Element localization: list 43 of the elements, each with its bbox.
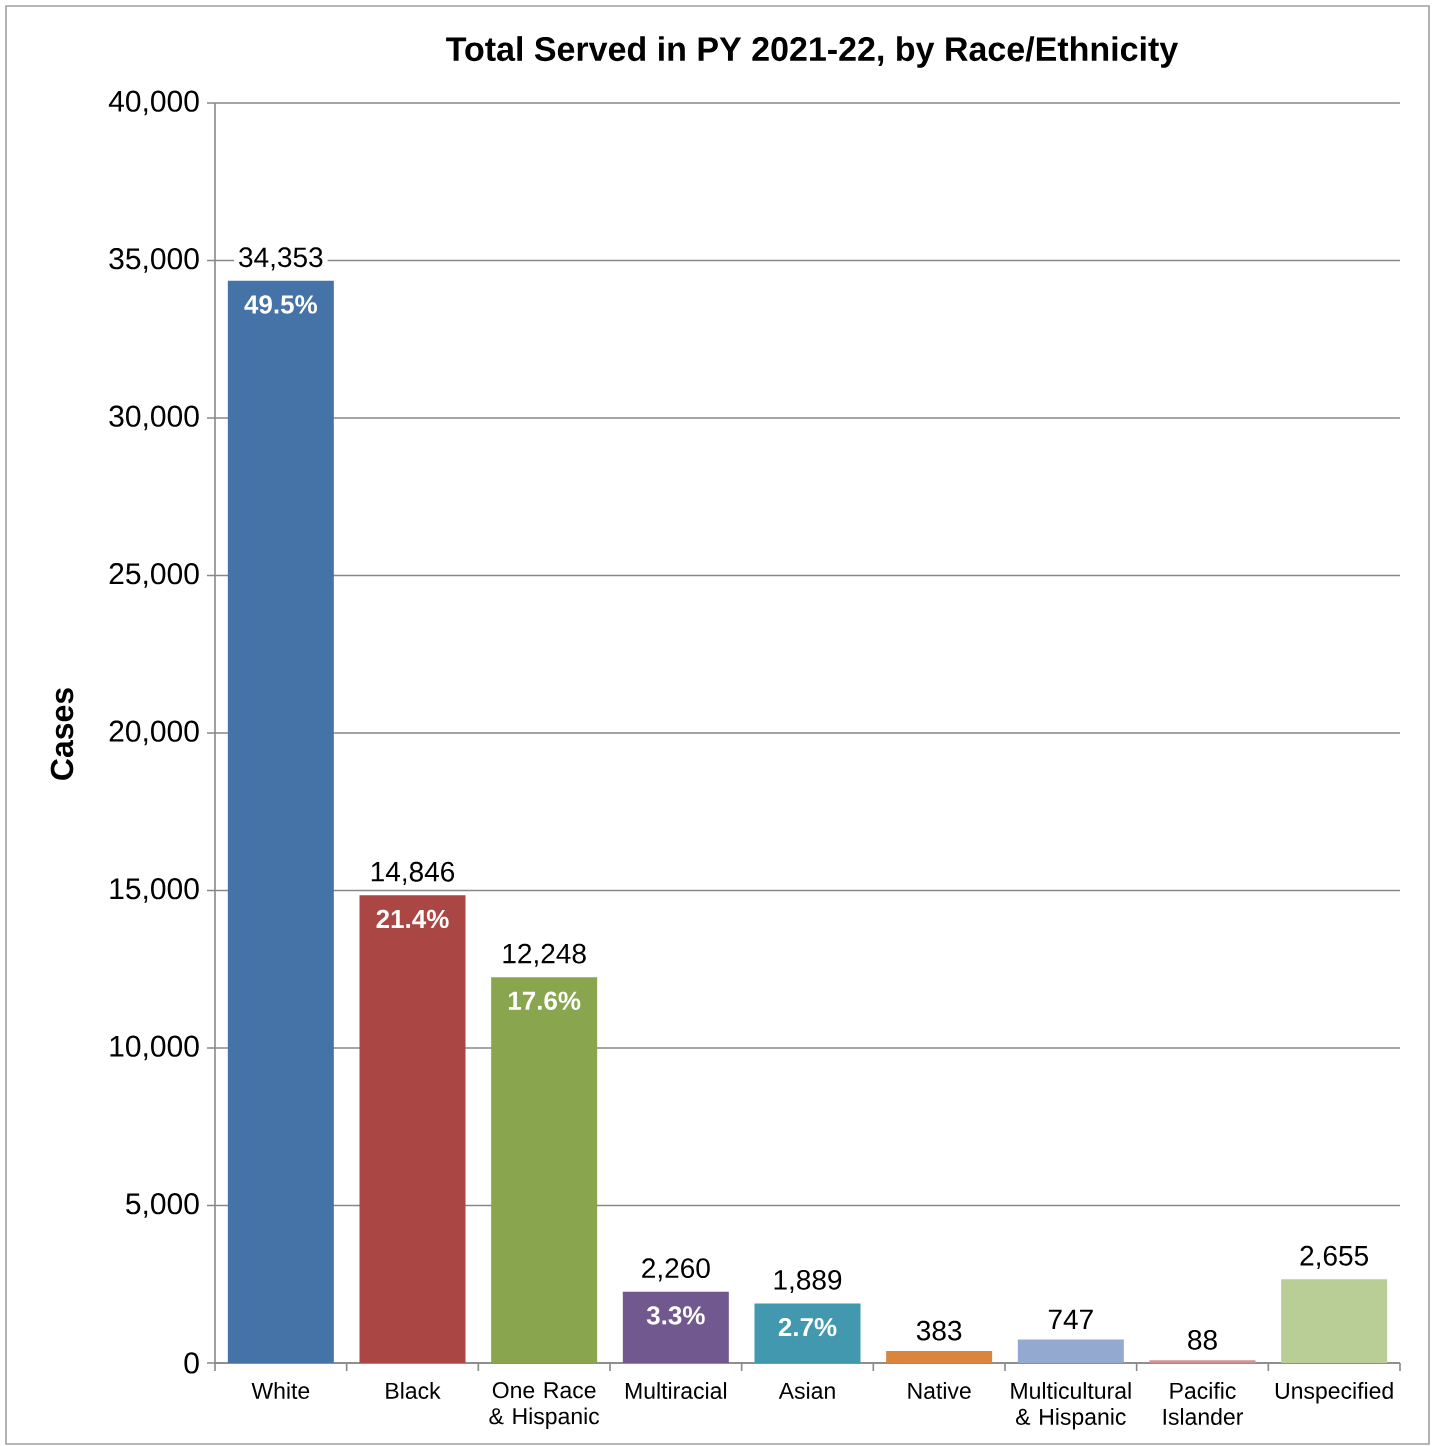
x-tick-label: Native <box>908 1382 971 1399</box>
data-label: 12,248 <box>503 943 586 967</box>
x-tick-label: Multicultural & Hispanic <box>1011 1382 1131 1430</box>
annotation: 21.4% <box>376 909 449 929</box>
x-tick-label: Black <box>386 1382 441 1399</box>
bar <box>886 1350 993 1363</box>
data-label: 1,889 <box>774 1269 842 1294</box>
data-label: 383 <box>916 1320 962 1341</box>
y-tick-label: 0 <box>184 1352 199 1374</box>
y-tick-label: 30,000 <box>109 405 199 431</box>
annotation: 3.3% <box>646 1306 705 1325</box>
x-tick-label: Unspecified <box>1275 1382 1393 1404</box>
bar <box>1017 1339 1124 1363</box>
bar <box>491 977 598 1363</box>
data-label: 88 <box>1188 1329 1217 1350</box>
y-tick-label: 35,000 <box>109 248 199 273</box>
y-tick-label: 5,000 <box>126 1193 199 1218</box>
chart-title: Total Served in PY 2021-22, by Race/Ethnicity <box>446 36 1179 68</box>
bar <box>1149 1360 1256 1363</box>
x-tick-label: One Race & Hispanic <box>489 1382 600 1429</box>
y-tick-label: 20,000 <box>109 720 199 746</box>
bar <box>622 1291 729 1363</box>
data-label: 2,655 <box>1300 1245 1368 1269</box>
y-tick-label: 25,000 <box>109 563 199 588</box>
x-tick-label: White <box>251 1382 310 1399</box>
data-label: 34,353 <box>239 247 323 271</box>
y-tick-label: 15,000 <box>110 878 199 903</box>
data-label: 14,846 <box>371 861 455 885</box>
annotation: 17.6% <box>508 991 581 1010</box>
bar <box>359 895 466 1363</box>
y-tick-label: 10,000 <box>110 1035 199 1061</box>
annotation: 2.7% <box>778 1317 837 1337</box>
y-tick-label: 40,000 <box>108 90 199 116</box>
bar <box>754 1303 861 1363</box>
data-label: 747 <box>1048 1309 1093 1330</box>
y-axis-title: Cases <box>50 688 74 780</box>
annotation: 49.5% <box>244 295 317 314</box>
x-tick-label: Asian <box>778 1382 835 1399</box>
bar <box>1281 1279 1388 1363</box>
bar <box>227 280 334 1363</box>
x-tick-label: Multiracial <box>625 1382 727 1399</box>
x-tick-label: Pacific Islander <box>1163 1382 1243 1425</box>
data-label: 2,260 <box>642 1258 710 1282</box>
